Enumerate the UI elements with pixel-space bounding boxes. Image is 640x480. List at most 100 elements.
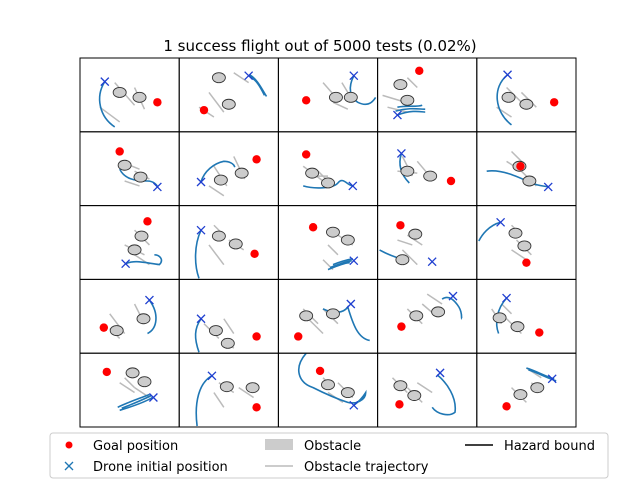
panel-5-2-goal [252,403,261,412]
panel-2-3-flight-path [302,179,353,189]
panel-2-2-goal [252,155,261,164]
panel-1-2 [178,57,279,133]
panel-3-4-drone-start-stroke-2 [427,257,437,267]
panel-1-3-goal [301,96,311,105]
panel-3-5-obstacle-2 [517,240,532,252]
panel-5-1-flight-path [117,393,153,412]
panel-1-5-obstacle-2 [519,98,534,110]
panel-3-2-obstacle-2 [228,238,243,250]
panel-3-4-drone-start [427,257,437,267]
panel-5-2-flight-path [195,375,213,427]
panel-4-3-goal [294,332,303,341]
panel-2-2 [178,131,279,207]
panel-1-3-obstacle-2 [343,91,358,103]
panel-2-5-obstacle-trajectory-3 [510,150,522,162]
panel-4-3-drone-start [346,299,356,309]
panel-3-3-frame [277,205,379,280]
panel-2-5 [476,131,577,207]
panel-1-5-obstacle-1 [501,91,516,103]
panel-4-5-frame [476,278,577,354]
panel-1-2-obstacle-2 [221,98,236,110]
panel-3-1-drone-start-stroke-2 [121,259,131,269]
panel-1-1-flight-path [98,81,116,128]
panel-1-4-flight-path [395,104,426,116]
legend-obstacle-trajectory-label: Obstacle trajectory [304,460,429,475]
panel-3-4-goal [396,221,405,230]
panel-1-1-obstacle-2 [132,91,147,103]
panel-5-4-goal [395,400,404,409]
panel-5-2 [178,352,279,428]
panel-1-1-drone-start [100,77,110,87]
panel-3-1-obstacle-1 [134,230,149,242]
panel-5-1-drone-start [148,393,158,402]
panel-1-1 [79,57,180,133]
panel-4-2-drone-start-stroke-2 [196,314,206,324]
panel-5-3-drone-start-stroke-2 [349,400,359,410]
panel-4-4-drone-start-stroke-2 [448,291,458,301]
panel-2-4-frame [377,131,478,207]
panel-4-3-obstacle-1 [299,310,314,322]
panel-4-1-frame [79,278,180,354]
panel-1-4-frame [377,57,478,133]
panel-3-1-drone-start [121,259,131,269]
panel-3-3 [277,205,379,280]
panel-1-4-obstacle-trajectory-3 [387,106,408,113]
panel-2-2-flight-path [200,160,236,183]
panel-4-2-obstacle-2 [220,337,235,349]
panel-1-1-frame [79,57,180,133]
legend-goal-marker [65,441,73,449]
panel-4-5-obstacle-1 [492,312,507,324]
panel-5-4-drone-start [435,368,445,378]
panel-3-1-flight-path [125,254,163,266]
legend-drone-marker [64,461,74,471]
panel-1-2-drone-start-stroke-2 [244,71,254,81]
panel-3-2-obstacle-trajectory-1 [208,244,225,266]
panel-2-1-obstacle-trajectory-3 [124,180,140,187]
panel-3-1 [79,205,180,280]
chart-title: 1 success flight out of 5000 tests (0.02… [163,37,476,55]
panel-1-1-goal [153,98,162,107]
panel-1-2-obstacle-trajectory-1 [208,91,225,113]
panel-2-3-obstacle-2 [321,177,335,189]
panel-1-3-drone-start [349,71,359,81]
panel-5-5-drone-start [547,374,557,384]
panel-2-5-flight-path [486,170,549,188]
panel-5-2-drone-start [207,371,217,381]
panel-1-4-obstacle-trajectory-2 [406,77,418,89]
panel-2-5-drone-start-stroke-2 [543,182,553,192]
panel-4-1-obstacle-2 [136,313,151,325]
panel-4-4-obstacle-1 [409,310,424,322]
panel-1-4-obstacle-2 [400,94,415,106]
panel-4-3-obstacle-trajectory-3 [307,318,324,335]
panel-3-5-goal [522,258,531,267]
panel-4-3-obstacle-2 [326,308,340,320]
panel-5-1-drone-start-stroke-2 [148,393,158,402]
panel-1-1-obstacle-trajectory-3 [99,106,121,123]
panel-3-3-obstacle-2 [340,234,355,246]
panel-2-5-obstacle-2 [522,175,537,187]
panel-1-2-obstacle-trajectory-2 [233,72,250,84]
panel-4-2 [178,278,279,354]
panel-3-5-drone-start-stroke-2 [496,217,506,227]
panel-5-3 [277,352,379,428]
panel-5-1-obstacle-trajectory-1 [124,377,136,389]
legend: Goal position Drone initial position Obs… [49,432,609,479]
panel-1-3-drone-start-stroke-2 [349,71,359,81]
panel-1-4-drone-start-stroke-2 [392,110,402,120]
panel-5-1-obstacle-2 [137,376,152,388]
panel-2-2-obstacle-2 [234,167,249,179]
panel-1-5 [476,57,577,133]
panel-2-5-frame [476,131,577,207]
panel-2-4-goal [446,176,456,186]
panel-2-1-obstacle-1 [117,159,132,171]
panel-4-2-obstacle-1 [208,325,223,337]
panel-1-3 [277,57,379,133]
panel-5-3-obstacle-1 [321,379,335,391]
panel-5-2-obstacle-trajectory-3 [213,392,225,408]
panel-4-1-drone-start [144,295,154,305]
panel-3-4 [377,205,478,280]
panel-5-5-obstacle-2 [530,382,545,394]
panel-5-3-obstacle-2 [340,387,355,399]
panel-3-5-obstacle-1 [508,227,523,239]
